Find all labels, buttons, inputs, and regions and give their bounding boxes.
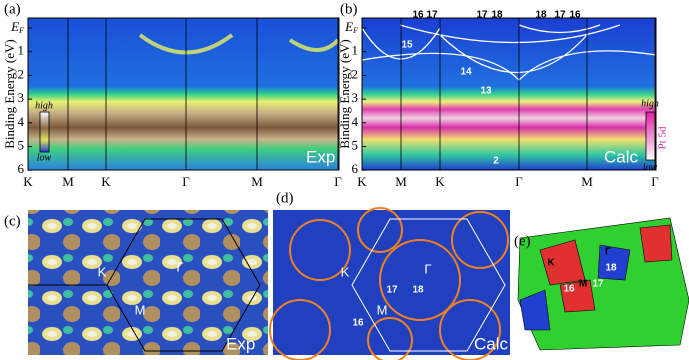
y-axis-label: Binding Energy (eV) <box>337 39 352 149</box>
legend-low: low <box>643 162 658 173</box>
symmetry-point: M <box>135 302 146 317</box>
band-index: 16 <box>563 284 575 295</box>
x-tick-label: K <box>23 174 33 189</box>
panel-label: (d) <box>276 190 294 206</box>
band-index: 17 <box>386 285 398 296</box>
symmetry-point: K <box>547 258 555 269</box>
y-tick-label: 2 <box>352 66 359 81</box>
y-tick-label: 1 <box>352 43 359 58</box>
band-index: 13 <box>480 86 492 97</box>
frame <box>27 17 340 171</box>
panel-label: (c) <box>4 213 21 229</box>
fermi-map <box>273 210 510 355</box>
symmetry-point: Γ <box>605 247 611 258</box>
band-index: 18 <box>412 285 424 296</box>
x-tick-label: Γ <box>515 174 523 189</box>
y-tick-label: EF <box>10 19 24 35</box>
band-index: 16 <box>352 318 364 329</box>
y-tick-label: 4 <box>18 114 25 129</box>
y-tick-sub: F <box>352 26 358 35</box>
y-tick-label: 1 <box>18 43 25 58</box>
x-tick-label: Γ <box>651 174 659 189</box>
band-index: 16 <box>569 10 581 21</box>
y-tick-label: 4 <box>352 114 359 129</box>
legend-low: low <box>37 152 52 163</box>
x-tick-label: M <box>581 174 593 189</box>
y-tick-label: 2 <box>18 66 25 81</box>
symmetry-point: M <box>579 279 587 290</box>
x-tick-label: K <box>435 174 445 189</box>
band-index: 17 <box>426 10 438 21</box>
band-index: 17 <box>592 279 604 290</box>
colorbar <box>39 111 50 153</box>
symmetry-point: Γ <box>176 259 183 274</box>
panel-label: (e) <box>514 233 531 249</box>
symmetry-point: M <box>377 302 388 317</box>
y-tick-label: 6 <box>352 161 359 176</box>
tag: Calc <box>474 334 509 353</box>
panel-label: (a) <box>4 1 21 17</box>
tag: Calc <box>604 147 639 166</box>
x-tick-label: Γ <box>182 174 190 189</box>
band-index: 18 <box>491 10 503 21</box>
y-tick-label: 5 <box>352 137 359 152</box>
y-tick-main: E <box>344 19 353 34</box>
arpes-image <box>28 18 339 170</box>
band-index: 15 <box>401 40 413 51</box>
x-tick-label: K <box>101 174 111 189</box>
band-index: 14 <box>460 67 472 78</box>
tag: Exp <box>306 147 335 166</box>
legend-high: high <box>641 98 659 109</box>
y-tick-label: EF <box>344 19 358 35</box>
legend-high: high <box>35 100 53 111</box>
y-tick-label: 3 <box>352 90 359 105</box>
frame <box>361 17 657 171</box>
band-index: 17 <box>476 10 488 21</box>
band-index: 17 <box>554 10 566 21</box>
y-axis-label: Binding Energy (eV) <box>2 39 17 149</box>
band-index: 18 <box>605 263 617 274</box>
x-tick-label: Γ <box>334 174 342 189</box>
brillouin-zone <box>28 218 261 352</box>
y-tick-label: 3 <box>18 90 25 105</box>
fermi-contours <box>269 207 509 360</box>
x-tick-label: M <box>62 174 74 189</box>
calc-image <box>362 18 656 170</box>
brillouin-zone <box>351 218 506 352</box>
band-index: 18 <box>535 10 547 21</box>
band-index: 16 <box>412 10 424 21</box>
y-tick-main: E <box>10 19 19 34</box>
symmetry-point: K <box>341 264 350 279</box>
colorbar <box>645 111 656 161</box>
fermi-map <box>28 210 268 355</box>
y-tick-sub: F <box>18 26 24 35</box>
x-tick-label: M <box>251 174 263 189</box>
y-tick-label: 6 <box>18 161 25 176</box>
symmetry-point: K <box>98 264 107 279</box>
symmetry-point: Γ <box>424 261 431 276</box>
pockets <box>519 224 673 331</box>
panel-label: (b) <box>340 1 358 17</box>
tag: Exp <box>226 334 255 353</box>
orbital-label: Pt 5d <box>657 126 669 149</box>
band-index: 2 <box>493 156 499 167</box>
x-tick-label: K <box>357 174 367 189</box>
x-tick-label: M <box>395 174 407 189</box>
y-tick-label: 5 <box>18 137 25 152</box>
